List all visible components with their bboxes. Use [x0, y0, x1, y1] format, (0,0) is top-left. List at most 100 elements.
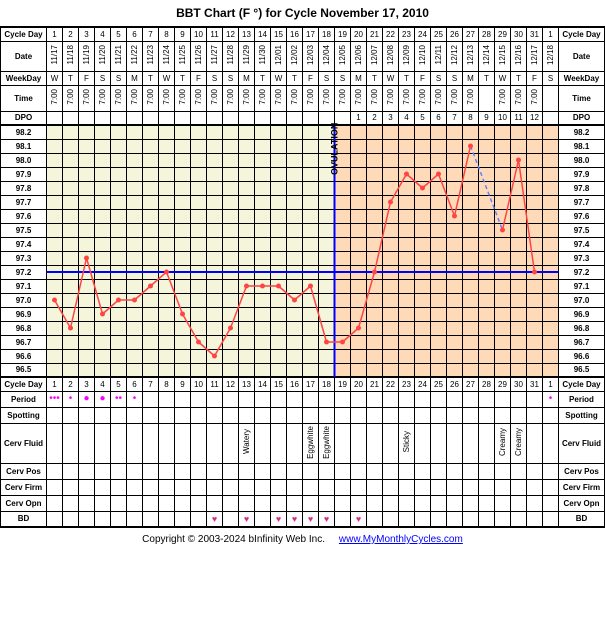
temp-label: 98.2 — [559, 125, 605, 139]
grid-cell: 7:00 — [127, 85, 143, 111]
plot-cell — [319, 307, 335, 321]
plot-cell — [287, 363, 303, 377]
plot-cell — [383, 251, 399, 265]
grid-cell: Creamy — [495, 423, 511, 463]
plot-cell — [111, 237, 127, 251]
grid-cell: M — [127, 71, 143, 85]
row-label: WeekDay — [559, 71, 605, 85]
grid-cell: 15 — [271, 27, 287, 41]
grid-cell — [399, 391, 415, 407]
plot-cell — [463, 153, 479, 167]
grid-cell — [479, 479, 495, 495]
plot-cell — [319, 349, 335, 363]
grid-cell — [111, 463, 127, 479]
temp-label: 96.7 — [559, 335, 605, 349]
grid-cell — [287, 495, 303, 511]
plot-cell — [351, 209, 367, 223]
temp-label: 97.8 — [1, 181, 47, 195]
grid-cell — [351, 495, 367, 511]
plot-cell — [351, 321, 367, 335]
plot-cell — [47, 265, 63, 279]
temp-label: 98.1 — [559, 139, 605, 153]
grid-cell — [415, 511, 431, 527]
plot-cell — [271, 349, 287, 363]
plot-cell — [255, 209, 271, 223]
plot-cell — [63, 209, 79, 223]
grid-cell: 11/21 — [111, 41, 127, 71]
grid-cell: 11/27 — [207, 41, 223, 71]
plot-cell — [367, 167, 383, 181]
plot-cell — [175, 181, 191, 195]
plot-cell — [367, 125, 383, 139]
plot-cell — [383, 363, 399, 377]
plot-cell — [255, 181, 271, 195]
grid-cell: 1 — [351, 111, 367, 125]
grid-cell: M — [463, 71, 479, 85]
grid-cell: ♥ — [207, 511, 223, 527]
plot-cell — [367, 223, 383, 237]
grid-cell — [495, 479, 511, 495]
plot-cell — [431, 279, 447, 293]
grid-cell — [239, 463, 255, 479]
grid-cell: 16 — [287, 377, 303, 391]
grid-cell — [95, 511, 111, 527]
grid-cell — [527, 463, 543, 479]
plot-cell — [223, 181, 239, 195]
plot-cell — [191, 251, 207, 265]
plot-cell — [335, 279, 351, 293]
plot-cell — [415, 153, 431, 167]
grid-cell: 11/23 — [143, 41, 159, 71]
plot-cell — [223, 265, 239, 279]
grid-cell: 1 — [543, 27, 559, 41]
grid-cell — [95, 479, 111, 495]
grid-cell: 2 — [367, 111, 383, 125]
plot-cell — [143, 223, 159, 237]
grid-cell — [415, 423, 431, 463]
grid-cell: 10 — [495, 111, 511, 125]
grid-cell: 8 — [159, 377, 175, 391]
plot-cell — [495, 307, 511, 321]
plot-cell — [271, 335, 287, 349]
temp-label: 97.5 — [1, 223, 47, 237]
grid-cell — [287, 111, 303, 125]
grid-cell — [447, 407, 463, 423]
grid-cell — [79, 407, 95, 423]
grid-cell — [127, 407, 143, 423]
plot-cell — [431, 321, 447, 335]
plot-cell — [143, 153, 159, 167]
plot-cell — [527, 195, 543, 209]
grid-cell — [399, 511, 415, 527]
plot-cell — [47, 209, 63, 223]
plot-cell — [127, 195, 143, 209]
grid-cell: 7:00 — [383, 85, 399, 111]
grid-cell: 7 — [143, 27, 159, 41]
plot-cell — [543, 125, 559, 139]
plot-cell — [287, 349, 303, 363]
plot-cell — [159, 195, 175, 209]
plot-cell — [351, 125, 367, 139]
plot-cell — [511, 153, 527, 167]
plot-cell — [287, 209, 303, 223]
plot-cell — [463, 237, 479, 251]
grid-cell — [335, 423, 351, 463]
plot-cell — [63, 195, 79, 209]
website-link[interactable]: www.MyMonthlyCycles.com — [339, 534, 463, 545]
grid-cell: 3 — [79, 377, 95, 391]
plot-cell — [351, 265, 367, 279]
plot-cell — [367, 251, 383, 265]
grid-cell: 12/15 — [495, 41, 511, 71]
plot-cell — [447, 251, 463, 265]
grid-cell — [47, 111, 63, 125]
plot-cell — [127, 335, 143, 349]
grid-cell — [143, 111, 159, 125]
grid-cell: M — [351, 71, 367, 85]
plot-cell — [543, 139, 559, 153]
plot-cell — [271, 363, 287, 377]
plot-cell — [479, 265, 495, 279]
temp-label: 97.4 — [559, 237, 605, 251]
chart-title: BBT Chart (F °) for Cycle November 17, 2… — [0, 0, 605, 26]
plot-cell — [255, 167, 271, 181]
plot-cell — [335, 335, 351, 349]
plot-cell — [303, 265, 319, 279]
plot-cell — [527, 181, 543, 195]
